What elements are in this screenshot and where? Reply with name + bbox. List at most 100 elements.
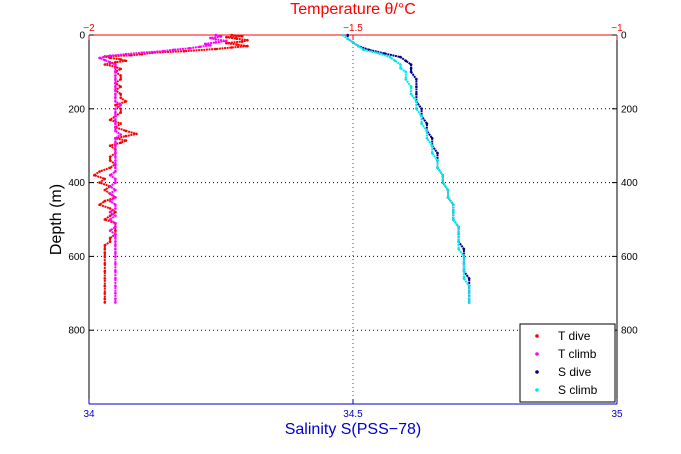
- data-point: [114, 188, 117, 192]
- data-point: [114, 207, 117, 210]
- data-point: [119, 122, 122, 125]
- data-point: [235, 43, 239, 46]
- data-point: [114, 63, 117, 66]
- data-point: [114, 170, 117, 173]
- data-point: [341, 33, 344, 37]
- bottom-tick-label: 35: [611, 409, 623, 420]
- data-point: [124, 129, 128, 133]
- data-point: [114, 251, 117, 254]
- data-point: [103, 297, 107, 301]
- top-tick-label: −2: [83, 23, 95, 34]
- data-point: [108, 173, 112, 177]
- data-point: [436, 151, 439, 155]
- data-point: [114, 96, 117, 99]
- data-point: [119, 103, 122, 107]
- top-axis-title: Temperature θ/°C: [290, 1, 416, 18]
- data-point: [452, 218, 455, 221]
- data-point: [114, 140, 117, 144]
- data-point: [114, 247, 117, 251]
- data-point: [203, 42, 207, 46]
- data-point: [388, 55, 392, 59]
- y-tick-label-right: 800: [621, 326, 638, 337]
- data-point: [404, 70, 408, 74]
- data-point: [114, 181, 117, 184]
- data-point: [114, 233, 117, 236]
- y-tick-label-left: 200: [68, 104, 85, 115]
- data-point: [108, 199, 112, 203]
- data-point: [462, 247, 466, 251]
- data-point: [119, 74, 122, 77]
- data-point: [399, 63, 402, 66]
- data-point: [214, 38, 217, 41]
- data-point: [415, 78, 418, 81]
- data-point: [457, 247, 460, 251]
- data-point: [425, 137, 429, 140]
- data-point: [383, 52, 387, 55]
- data-point: [351, 41, 355, 44]
- data-point: [436, 159, 439, 162]
- data-point: [114, 81, 117, 85]
- data-point: [209, 36, 212, 40]
- data-point: [446, 188, 450, 192]
- data-point: [452, 210, 455, 214]
- data-point: [119, 85, 122, 88]
- data-point: [114, 107, 117, 111]
- data-point: [98, 170, 101, 173]
- data-point: [114, 114, 117, 118]
- data-point: [114, 144, 117, 147]
- data-point: [457, 225, 460, 229]
- data-point: [119, 96, 122, 99]
- data-point: [467, 292, 471, 295]
- data-point: [467, 277, 471, 280]
- data-point: [441, 181, 445, 184]
- data-point: [124, 139, 128, 142]
- data-point: [346, 33, 350, 37]
- y-tick-label-left: 600: [68, 252, 85, 263]
- data-point: [114, 89, 117, 92]
- data-point: [404, 78, 408, 81]
- data-point: [108, 166, 112, 170]
- data-point: [430, 144, 434, 147]
- data-point: [209, 44, 212, 47]
- data-point: [103, 269, 107, 273]
- data-point: [108, 210, 112, 214]
- data-point: [399, 66, 402, 70]
- data-point: [420, 122, 423, 125]
- data-point: [108, 218, 112, 221]
- data-point: [114, 151, 117, 155]
- y-tick-label-left: 800: [68, 326, 85, 337]
- data-point: [415, 85, 418, 88]
- data-point: [103, 218, 107, 221]
- y-axis-title: Depth (m): [48, 184, 65, 255]
- legend-marker: [535, 334, 539, 338]
- data-point: [198, 45, 202, 49]
- data-point: [225, 41, 228, 45]
- data-point: [240, 40, 244, 43]
- data-point: [124, 59, 128, 63]
- legend-marker: [535, 352, 539, 356]
- data-point: [119, 133, 122, 136]
- data-point: [357, 44, 360, 48]
- y-tick-label-right: 200: [621, 104, 638, 115]
- data-point: [103, 262, 107, 266]
- top-tick-label: −1.5: [343, 23, 363, 34]
- data-point: [119, 78, 122, 81]
- data-point: [362, 48, 365, 52]
- data-point: [108, 229, 112, 232]
- legend-label: S climb: [558, 383, 598, 397]
- legend-label: T climb: [558, 347, 597, 361]
- data-point: [103, 284, 107, 288]
- top-tick-label: −1: [611, 23, 623, 34]
- data-point: [114, 66, 117, 70]
- data-point: [114, 118, 117, 122]
- legend-label: T dive: [558, 329, 591, 343]
- data-point: [446, 196, 450, 199]
- data-point: [135, 132, 138, 136]
- data-point: [114, 221, 117, 225]
- data-point: [114, 162, 117, 166]
- data-point: [103, 177, 107, 181]
- data-point: [124, 100, 128, 103]
- data-point: [114, 85, 117, 88]
- data-point: [409, 92, 413, 96]
- data-point: [114, 70, 117, 74]
